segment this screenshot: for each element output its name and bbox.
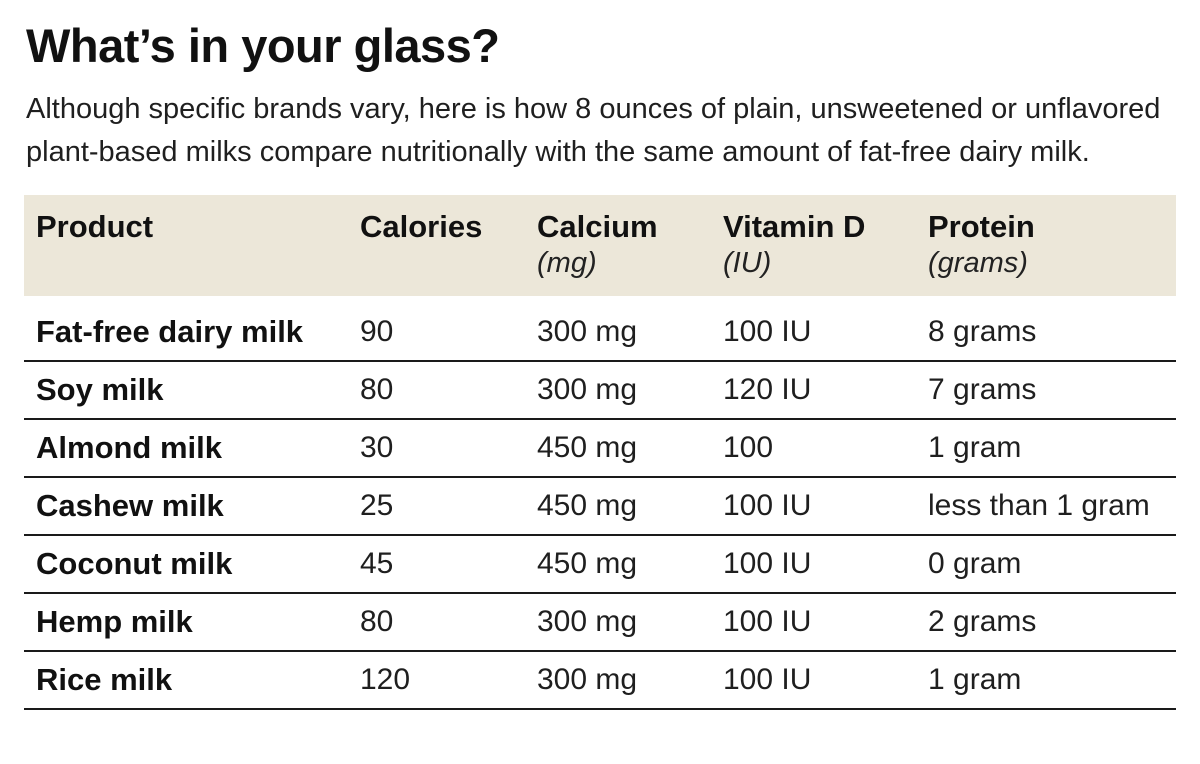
cell-vitamin-d: 120 IU	[723, 373, 812, 407]
column-label: Protein	[928, 208, 1035, 244]
cell-calcium: 300 mg	[537, 373, 638, 407]
intro-text: Although specific brands vary, here is h…	[26, 92, 1161, 169]
cell-protein: 1 gram	[928, 431, 1022, 465]
nutrition-table: Product Calories Calcium (mg) Vitamin D …	[24, 194, 1176, 711]
column-label: Vitamin D	[723, 208, 866, 244]
column-label: Calories	[360, 208, 483, 244]
cell-calcium: 300 mg	[537, 315, 638, 349]
column-unit	[36, 245, 360, 255]
cell-product: Hemp milk	[36, 604, 193, 640]
column-unit	[360, 245, 537, 255]
page-title: What’s in your glass?	[26, 19, 500, 72]
table-row: Soy milk 80 300 mg 120 IU 7 grams	[24, 362, 1176, 421]
cell-product: Coconut milk	[36, 546, 233, 582]
cell-calcium: 450 mg	[537, 431, 638, 465]
cell-calories: 90	[360, 315, 394, 349]
table-row: Hemp milk 80 300 mg 100 IU 2 grams	[24, 594, 1176, 653]
cell-vitamin-d: 100	[723, 431, 774, 465]
column-header-calories: Calories	[360, 208, 537, 255]
cell-calcium: 300 mg	[537, 663, 638, 697]
cell-calories: 80	[360, 605, 394, 639]
column-label: Product	[36, 208, 154, 244]
column-unit: (grams)	[928, 246, 1028, 279]
cell-protein: 1 gram	[928, 663, 1022, 697]
column-header-product: Product	[36, 208, 360, 255]
cell-vitamin-d: 100 IU	[723, 663, 812, 697]
cell-protein: 0 gram	[928, 547, 1022, 581]
cell-calories: 45	[360, 547, 394, 581]
cell-protein: less than 1 gram	[928, 489, 1150, 523]
cell-product: Almond milk	[36, 430, 223, 466]
cell-calories: 25	[360, 489, 394, 523]
cell-calories: 80	[360, 373, 394, 407]
cell-product: Rice milk	[36, 662, 173, 698]
column-header-protein: Protein (grams)	[928, 208, 1176, 281]
cell-protein: 7 grams	[928, 373, 1037, 407]
column-label: Calcium	[537, 208, 658, 244]
cell-vitamin-d: 100 IU	[723, 315, 812, 349]
column-header-calcium: Calcium (mg)	[537, 208, 723, 281]
cell-calories: 30	[360, 431, 394, 465]
cell-vitamin-d: 100 IU	[723, 547, 812, 581]
column-header-vitamin-d: Vitamin D (IU)	[723, 208, 928, 281]
cell-product: Fat-free dairy milk	[36, 314, 304, 350]
table-row: Almond milk 30 450 mg 100 1 gram	[24, 420, 1176, 479]
table-header-row: Product Calories Calcium (mg) Vitamin D …	[24, 194, 1176, 297]
column-unit: (IU)	[723, 246, 772, 279]
cell-vitamin-d: 100 IU	[723, 489, 812, 523]
cell-calories: 120	[360, 663, 411, 697]
cell-product: Cashew milk	[36, 488, 224, 524]
table-row: Coconut milk 45 450 mg 100 IU 0 gram	[24, 536, 1176, 595]
table-row: Fat-free dairy milk 90 300 mg 100 IU 8 g…	[24, 304, 1176, 363]
table-row: Cashew milk 25 450 mg 100 IU less than 1…	[24, 478, 1176, 537]
cell-vitamin-d: 100 IU	[723, 605, 812, 639]
cell-product: Soy milk	[36, 372, 164, 408]
table-body: Fat-free dairy milk 90 300 mg 100 IU 8 g…	[24, 304, 1176, 711]
table-row: Rice milk 120 300 mg 100 IU 1 gram	[24, 652, 1176, 711]
cell-protein: 2 grams	[928, 605, 1037, 639]
cell-calcium: 450 mg	[537, 489, 638, 523]
cell-calcium: 300 mg	[537, 605, 638, 639]
cell-protein: 8 grams	[928, 315, 1037, 349]
cell-calcium: 450 mg	[537, 547, 638, 581]
column-unit: (mg)	[537, 246, 597, 279]
